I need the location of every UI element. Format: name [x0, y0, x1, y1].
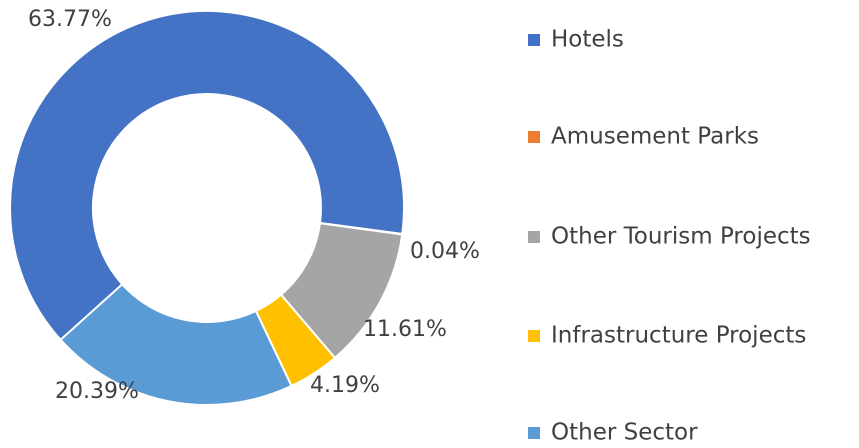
legend-label: Other Sector — [551, 420, 698, 446]
data-label: 0.04% — [410, 239, 480, 264]
legend-swatch — [528, 330, 540, 342]
legend-label: Hotels — [551, 27, 624, 53]
donut-slice — [9, 10, 405, 342]
donut-slice — [59, 282, 293, 406]
data-label: 63.77% — [28, 7, 112, 32]
legend-label: Other Tourism Projects — [551, 224, 811, 250]
legend-swatch — [528, 131, 540, 143]
data-label: 11.61% — [363, 317, 447, 342]
data-label: 20.39% — [55, 379, 139, 404]
legend-swatch — [528, 231, 540, 243]
data-label: 4.19% — [310, 373, 380, 398]
legend-label: Infrastructure Projects — [551, 323, 806, 349]
legend-swatch — [528, 427, 540, 439]
legend-label: Amusement Parks — [551, 124, 759, 150]
legend-swatch — [528, 34, 540, 46]
